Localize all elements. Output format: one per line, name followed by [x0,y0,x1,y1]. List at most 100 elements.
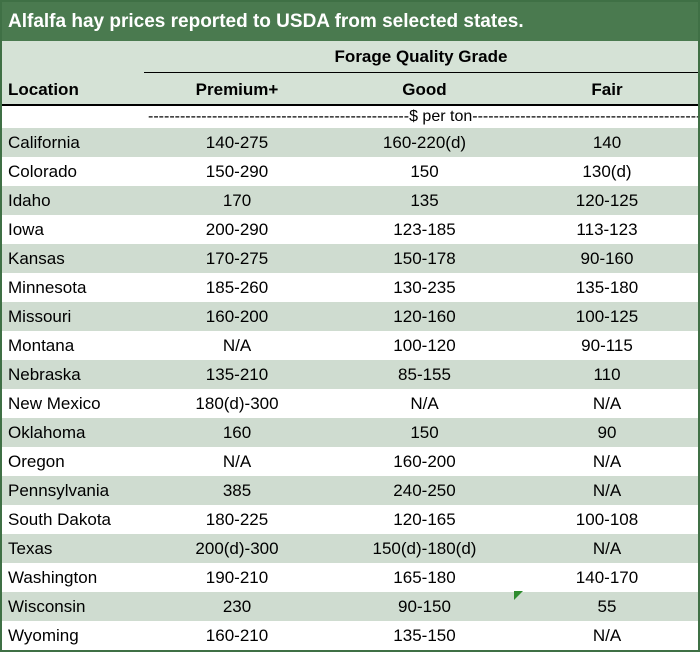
group-header-rule [144,72,698,73]
table-row: Minnesota 185-260 130-235 135-180 [2,273,698,302]
table-row: California 140-275 160-220(d) 140 [2,128,698,157]
fair-price-cell: N/A [592,539,622,558]
unit-label: ----------------------------------------… [148,108,698,125]
good-price-cell: 150(d)-180(d) [372,539,477,558]
location-cell: South Dakota [8,510,112,529]
table-row: Pennsylvania 385 240-250 N/A [2,476,698,505]
good-price-cell: N/A [410,394,439,413]
premium-price-cell: 150-290 [205,162,269,181]
fair-price-cell: 90-160 [580,249,634,268]
table-row: Texas 200(d)-300 150(d)-180(d) N/A [2,534,698,563]
premium-price-cell: 185-260 [205,278,269,297]
fair-price-cell: 130(d) [582,162,632,181]
good-price-cell: 135-150 [393,626,456,645]
location-cell: Montana [8,336,75,355]
premium-price-cell: 160 [222,423,252,442]
fair-price-cell: N/A [592,626,622,645]
premium-price-cell: 170 [222,191,252,210]
location-cell: Nebraska [8,365,81,384]
column-header-location: Location [8,80,79,99]
table-row: Missouri 160-200 120-160 100-125 [2,302,698,331]
table-row: Colorado 150-290 150 130(d) [2,157,698,186]
good-price-cell: 150 [410,162,439,181]
unit-row: ----------------------------------------… [2,106,698,128]
fair-price-cell: 120-125 [575,191,639,210]
location-cell: Iowa [8,220,44,239]
fair-price-cell: 90 [597,423,617,442]
premium-price-cell: 385 [222,481,252,500]
fair-price-cell: 140 [592,133,622,152]
column-header-fair: Fair [591,80,623,99]
cell-comment-marker [514,591,523,600]
location-cell: Minnesota [8,278,87,297]
location-cell: Idaho [8,191,51,210]
premium-price-cell: 180-225 [205,510,269,529]
location-cell: Missouri [8,307,72,326]
premium-price-cell: 230 [222,597,252,616]
good-price-cell: 160-200 [393,452,456,471]
premium-price-cell: N/A [222,336,252,355]
location-cell: Wyoming [8,626,79,645]
column-header-premium: Premium+ [195,80,279,99]
table-row: Nebraska 135-210 85-155 110 [2,360,698,389]
table-row: Oklahoma 160 150 90 [2,418,698,447]
fair-price-cell: N/A [592,481,622,500]
group-header: Forage Quality Grade [334,47,508,66]
premium-price-cell: 160-210 [205,626,269,645]
location-cell: California [8,133,80,152]
good-price-cell: 160-220(d) [382,133,467,152]
good-price-cell: 123-185 [393,220,456,239]
table-body: California 140-275 160-220(d) 140 Colorado 15… [2,128,698,650]
fair-price-cell: 135-180 [575,278,639,297]
table-row: Oregon N/A 160-200 N/A [2,447,698,476]
fair-price-cell: 140-170 [575,568,639,587]
location-cell: Oregon [8,452,65,471]
table-row: South Dakota 180-225 120-165 100-108 [2,505,698,534]
premium-price-cell: 160-200 [205,307,269,326]
fair-price-cell: N/A [592,452,622,471]
good-price-cell: 130-235 [393,278,456,297]
good-price-cell: 85-155 [398,365,451,384]
location-cell: Kansas [8,249,65,268]
good-price-cell: 100-120 [393,336,456,355]
location-cell: Texas [8,539,53,558]
fair-price-cell: 113-123 [576,220,638,239]
location-cell: Pennsylvania [8,481,110,500]
header-rule [2,104,698,106]
table-row: New Mexico 180(d)-300 N/A N/A [2,389,698,418]
table-header: Forage Quality Grade Location Premium+ G… [2,41,698,106]
premium-price-cell: 135-210 [205,365,269,384]
good-price-cell: 240-250 [393,481,456,500]
table-row: Wyoming 160-210 135-150 N/A [2,621,698,650]
table-row: Idaho 170 135 120-125 [2,186,698,215]
good-price-cell: 150-178 [393,249,456,268]
location-cell: Wisconsin [8,597,86,616]
table-row: Montana N/A 100-120 90-115 [2,331,698,360]
premium-price-cell: N/A [222,452,252,471]
table-row: Washington 190-210 165-180 140-170 [2,563,698,592]
location-cell: Oklahoma [8,423,86,442]
good-price-cell: 120-165 [393,510,456,529]
table-row: Kansas 170-275 150-178 90-160 [2,244,698,273]
good-price-cell: 135 [410,191,439,210]
premium-price-cell: 190-210 [205,568,269,587]
location-cell: New Mexico [8,394,101,413]
fair-price-cell: 55 [597,597,617,616]
premium-price-cell: 200-290 [205,220,269,239]
premium-price-cell: 170-275 [205,249,269,268]
fair-price-cell: N/A [592,394,622,413]
table-title: Alfalfa hay prices reported to USDA from… [2,2,698,41]
fair-price-cell: 100-125 [575,307,639,326]
fair-price-cell: 110 [593,365,621,384]
table-row: Iowa 200-290 123-185 113-123 [2,215,698,244]
column-header-good: Good [402,80,447,99]
location-cell: Washington [8,568,98,587]
location-cell: Colorado [8,162,77,181]
good-price-cell: 165-180 [393,568,456,587]
fair-price-cell: 90-115 [581,336,633,355]
table-row: Wisconsin 230 90-150 55 [2,592,698,621]
premium-price-cell: 180(d)-300 [195,394,279,413]
fair-price-cell: 100-108 [575,510,639,529]
good-price-cell: 120-160 [393,307,456,326]
